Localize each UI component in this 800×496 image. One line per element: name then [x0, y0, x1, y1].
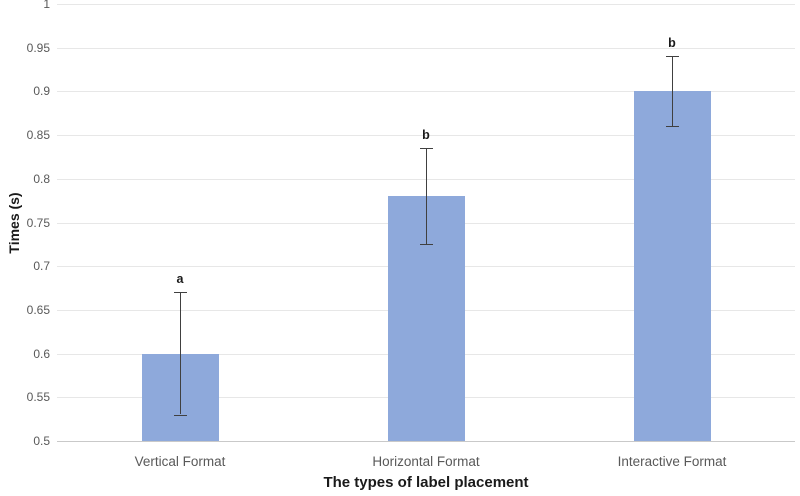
- y-tick-label: 1: [43, 0, 50, 11]
- y-tick-label: 0.7: [33, 259, 50, 273]
- y-tick-label: 0.6: [33, 347, 50, 361]
- y-tick-label: 0.8: [33, 172, 50, 186]
- gridline: [57, 91, 795, 92]
- error-bar-cap-top: [174, 292, 187, 293]
- error-bar-cap-bottom: [174, 415, 187, 416]
- error-bar-cap-top: [666, 56, 679, 57]
- significance-letter: b: [422, 128, 430, 142]
- plot-area: a b b: [57, 4, 795, 442]
- bar-interactive-format: [634, 91, 711, 441]
- gridline: [57, 135, 795, 136]
- x-category-label: Interactive Format: [617, 454, 727, 469]
- y-tick-label: 0.65: [26, 303, 50, 317]
- error-bar-cap-top: [420, 148, 433, 149]
- gridline: [57, 4, 795, 5]
- y-tick-label: 0.95: [26, 41, 50, 55]
- y-tick-label: 0.75: [26, 216, 50, 230]
- gridline: [57, 48, 795, 49]
- x-axis-title: The types of label placement: [323, 474, 529, 491]
- y-tick-label: 0.5: [33, 434, 50, 448]
- error-bar-cap-bottom: [420, 244, 433, 245]
- error-bar-line: [180, 292, 181, 414]
- y-tick-label: 0.9: [33, 84, 50, 98]
- significance-letter: a: [176, 272, 184, 286]
- x-category-label: Vertical Format: [134, 454, 226, 469]
- error-bar-line: [426, 148, 427, 244]
- error-bar-cap-bottom: [666, 126, 679, 127]
- x-axis-line: [57, 441, 795, 442]
- y-tick-label: 0.55: [26, 390, 50, 404]
- x-category-label: Horizontal Format: [372, 454, 480, 469]
- error-bar-line: [672, 56, 673, 126]
- y-tick-label: 0.85: [26, 128, 50, 142]
- significance-letter: b: [668, 36, 676, 50]
